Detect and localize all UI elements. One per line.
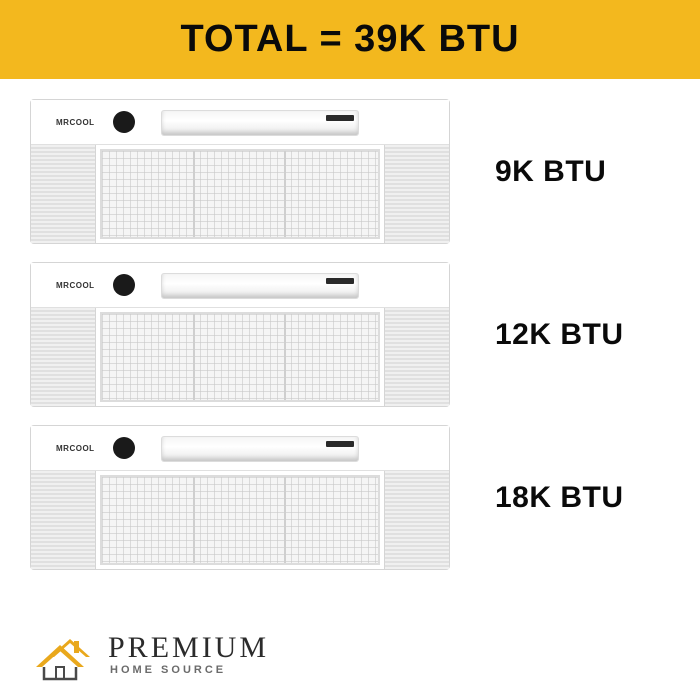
unit-row: MRCOOL 12K BTU — [30, 262, 670, 407]
unit-btu-label: 9K BTU — [495, 155, 606, 189]
brand-logo: PREMIUM HOME SOURCE — [30, 627, 269, 682]
side-grille-left — [31, 145, 96, 243]
logo-main-text: PREMIUM — [108, 633, 269, 663]
control-knob-icon — [113, 437, 135, 459]
main-grille — [100, 149, 380, 239]
vent-accent-icon — [326, 115, 354, 121]
units-list: MRCOOL 9K BTU MRCOOL — [0, 79, 700, 570]
side-grille-right — [384, 471, 449, 569]
air-vent — [161, 273, 359, 299]
unit-top-panel: MRCOOL — [31, 263, 449, 308]
ac-unit-image: MRCOOL — [30, 99, 450, 244]
ac-unit-image: MRCOOL — [30, 425, 450, 570]
main-grille — [100, 475, 380, 565]
unit-top-panel: MRCOOL — [31, 100, 449, 145]
control-knob-icon — [113, 274, 135, 296]
brand-label: MRCOOL — [56, 444, 95, 453]
unit-row: MRCOOL 9K BTU — [30, 99, 670, 244]
unit-btu-label: 18K BTU — [495, 481, 624, 515]
side-grille-left — [31, 471, 96, 569]
brand-label: MRCOOL — [56, 118, 95, 127]
vent-accent-icon — [326, 441, 354, 447]
total-banner: TOTAL = 39K BTU — [0, 0, 700, 79]
ac-unit-image: MRCOOL — [30, 262, 450, 407]
logo-sub-text: HOME SOURCE — [110, 665, 269, 676]
unit-btu-label: 12K BTU — [495, 318, 624, 352]
side-grille-right — [384, 145, 449, 243]
air-vent — [161, 436, 359, 462]
unit-row: MRCOOL 18K BTU — [30, 425, 670, 570]
brand-label: MRCOOL — [56, 281, 95, 290]
house-icon — [30, 627, 100, 682]
air-vent — [161, 110, 359, 136]
vent-accent-icon — [326, 278, 354, 284]
control-knob-icon — [113, 111, 135, 133]
logo-text: PREMIUM HOME SOURCE — [108, 633, 269, 676]
unit-top-panel: MRCOOL — [31, 426, 449, 471]
main-grille — [100, 312, 380, 402]
side-grille-right — [384, 308, 449, 406]
side-grille-left — [31, 308, 96, 406]
